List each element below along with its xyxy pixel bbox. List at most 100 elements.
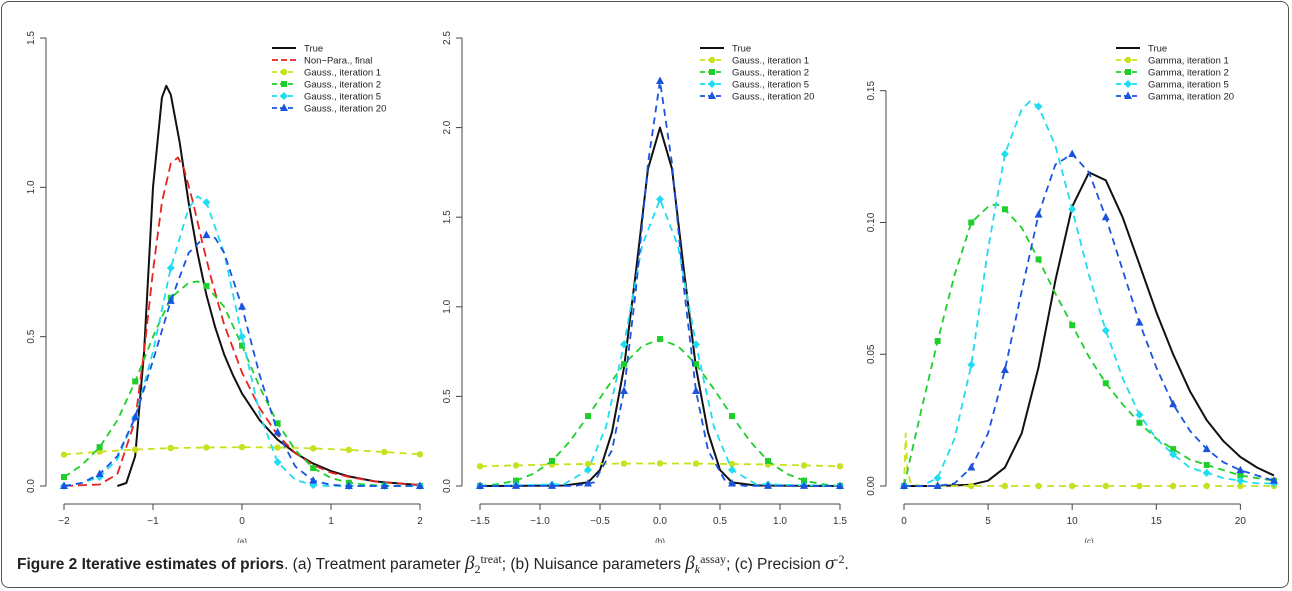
data-point [585,413,591,420]
series-line [903,432,1274,487]
panel-label: (c) [1084,537,1094,543]
data-point [166,296,175,304]
y-tick-label: 1.0 [26,180,37,194]
series-group [63,156,421,487]
data-point [1000,365,1009,374]
x-tick-label: 20 [1235,516,1247,527]
data-point [1035,256,1042,263]
caption-part-c: ; (c) Precision [726,556,821,573]
legend-label: Gauss., iteration 5 [732,80,809,91]
series-line [63,234,420,487]
data-point [1068,482,1076,490]
legend-marker [280,68,288,76]
data-point [476,481,484,489]
data-point [933,481,942,489]
data-point [61,474,67,481]
data-point [765,457,771,464]
data-point [273,427,282,436]
data-point [728,465,736,474]
data-point [1135,318,1144,326]
legend-label: Gamma, iteration 2 [1148,68,1229,79]
data-point [1135,410,1144,419]
series-line [904,153,1275,487]
legend-label: Gauss., iteration 2 [304,80,381,91]
data-point [238,443,246,451]
series-group [117,84,421,487]
data-point [1170,446,1177,453]
legend-label: Gauss., iteration 5 [304,92,381,103]
legend-marker [708,91,716,99]
beta-treat-subscript: 2 [474,562,481,577]
data-point [1069,322,1076,329]
x-tick-label: 0.5 [713,516,727,527]
data-point [584,465,592,474]
legend-label: True [1148,44,1167,55]
series-line [904,100,1274,487]
series-line [479,80,841,487]
data-point [800,462,808,469]
legend-label: Gauss., iteration 1 [304,68,381,79]
data-point [693,361,699,368]
series-line [479,198,841,487]
x-tick-label: −1 [147,516,159,527]
data-point [967,463,976,471]
legend-marker [708,56,716,64]
y-tick-label: 0.5 [26,329,37,343]
data-point [620,460,628,467]
data-point [132,446,139,453]
legend-marker [281,81,287,87]
data-point [202,198,211,207]
legend-marker [1125,69,1131,75]
panel-label: (b) [655,537,665,543]
x-tick-label: 1.0 [773,516,787,527]
data-point [381,448,388,456]
data-point [549,457,555,464]
legend-label: Gamma, iteration 1 [1148,56,1229,67]
data-point [967,360,976,369]
series-line [903,203,1275,487]
figure-label: Figure 2 [17,556,78,573]
series-group [476,195,844,490]
series-group [901,203,1277,489]
data-point [416,451,424,458]
data-point [728,479,736,487]
legend-label: Gauss., iteration 20 [304,104,386,115]
x-tick-label: 5 [985,516,991,527]
legend-marker [1124,91,1132,99]
data-point [238,302,246,310]
data-point [310,465,317,472]
y-tick-label: 0.00 [866,476,877,496]
data-point [584,460,592,468]
y-tick-label: 0.0 [26,479,37,493]
data-point [1000,149,1009,158]
beta-assay-superscript: assay [700,551,727,566]
data-point [900,481,908,489]
sigma-symbol: σ [825,553,835,574]
data-point [729,413,735,420]
series-line [479,126,841,487]
data-point [548,481,556,489]
data-point [800,481,808,489]
data-point [620,340,628,349]
data-point [60,481,68,489]
series-group [904,171,1275,487]
legend-label: Gamma, iteration 5 [1148,80,1229,91]
data-point [1169,399,1178,408]
data-point [584,479,592,487]
legend-marker [1124,56,1132,64]
data-point [1237,472,1244,479]
data-point [1136,482,1143,490]
data-point [203,282,210,289]
data-point [621,361,627,368]
data-point [728,460,736,468]
legend-marker [1124,80,1132,88]
series-line [904,171,1275,487]
legend-label: True [732,44,751,55]
legend-marker [280,92,288,100]
